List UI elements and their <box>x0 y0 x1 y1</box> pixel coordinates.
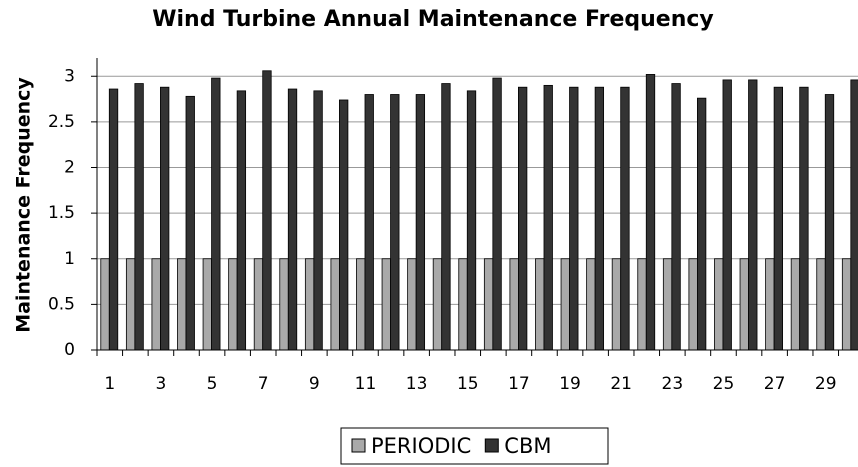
bar <box>483 258 494 351</box>
bar <box>773 86 784 351</box>
x-tick-label: 19 <box>559 374 581 394</box>
x-tick-label: 21 <box>610 374 632 394</box>
bar <box>125 258 136 351</box>
bar <box>560 258 570 351</box>
bar <box>688 258 698 351</box>
bar <box>100 258 110 351</box>
bar <box>748 79 758 351</box>
x-tick-label: 13 <box>406 374 428 394</box>
bar <box>569 86 579 351</box>
y-tick-label: 2 <box>64 158 75 178</box>
bar <box>518 86 528 351</box>
bar <box>816 258 826 351</box>
bar <box>790 258 801 351</box>
x-tick-label: 15 <box>457 374 479 394</box>
bar <box>364 94 374 351</box>
bar <box>722 79 732 351</box>
bar <box>714 258 724 351</box>
bar <box>211 77 221 351</box>
x-tick-label: 7 <box>258 374 269 394</box>
bar <box>236 90 247 351</box>
bar <box>432 258 443 351</box>
bar <box>390 94 400 351</box>
bar <box>841 258 852 351</box>
legend-box <box>340 427 609 465</box>
x-tick-label: 17 <box>508 374 530 394</box>
bar <box>492 77 502 351</box>
legend-label: PERIODIC <box>371 434 471 458</box>
bar <box>586 258 596 351</box>
bar <box>339 99 349 351</box>
bar <box>415 94 426 351</box>
x-tick-label: 3 <box>156 374 167 394</box>
bar <box>262 70 272 351</box>
bar <box>279 258 289 351</box>
bar <box>160 86 170 351</box>
y-tick-label: 1 <box>64 249 75 269</box>
bar <box>177 258 187 351</box>
legend-swatch <box>351 438 366 453</box>
bar <box>151 258 161 351</box>
bar <box>765 258 775 351</box>
bar <box>185 95 195 351</box>
bar <box>543 84 553 351</box>
x-tick-label: 25 <box>713 374 735 394</box>
x-tick-label: 5 <box>207 374 218 394</box>
x-tick-label: 27 <box>764 374 786 394</box>
legend-label: CBM <box>504 434 551 458</box>
bar <box>253 258 264 351</box>
bar <box>696 97 707 351</box>
chart-title: Wind Turbine Annual Maintenance Frequenc… <box>152 7 714 32</box>
x-tick-label: 1 <box>104 374 115 394</box>
bar <box>620 86 630 351</box>
bar <box>466 90 477 351</box>
bar <box>356 258 366 351</box>
bar <box>108 88 119 351</box>
y-axis-title: Maintenance Frequency <box>13 77 35 333</box>
bar <box>441 83 451 351</box>
x-tick-label: 23 <box>662 374 684 394</box>
bar <box>799 86 809 351</box>
x-tick-label: 11 <box>355 374 377 394</box>
bar <box>313 90 323 351</box>
bar <box>202 258 212 351</box>
bar <box>134 83 144 351</box>
bar <box>594 86 605 351</box>
bar <box>509 258 519 351</box>
bar <box>535 258 545 351</box>
bar <box>662 258 673 351</box>
y-tick-label: 0 <box>64 340 75 360</box>
bar <box>850 79 858 351</box>
bar <box>381 258 391 351</box>
bar <box>228 258 238 351</box>
bar <box>671 83 681 351</box>
bar <box>824 94 835 351</box>
bar <box>645 74 656 351</box>
bar <box>739 258 749 351</box>
y-tick-label: 3 <box>64 66 75 86</box>
bar <box>287 88 298 351</box>
bar <box>304 258 315 351</box>
bar <box>330 258 340 351</box>
bar <box>407 258 417 351</box>
y-tick-label: 0.5 <box>48 294 75 314</box>
legend-swatch <box>484 438 499 453</box>
bar <box>458 258 468 351</box>
y-tick-label: 1.5 <box>48 203 75 223</box>
x-tick-label: 29 <box>815 374 837 394</box>
bar <box>611 258 622 351</box>
y-tick-label: 2.5 <box>48 112 75 132</box>
x-tick-label: 9 <box>309 374 320 394</box>
bar <box>637 258 647 351</box>
